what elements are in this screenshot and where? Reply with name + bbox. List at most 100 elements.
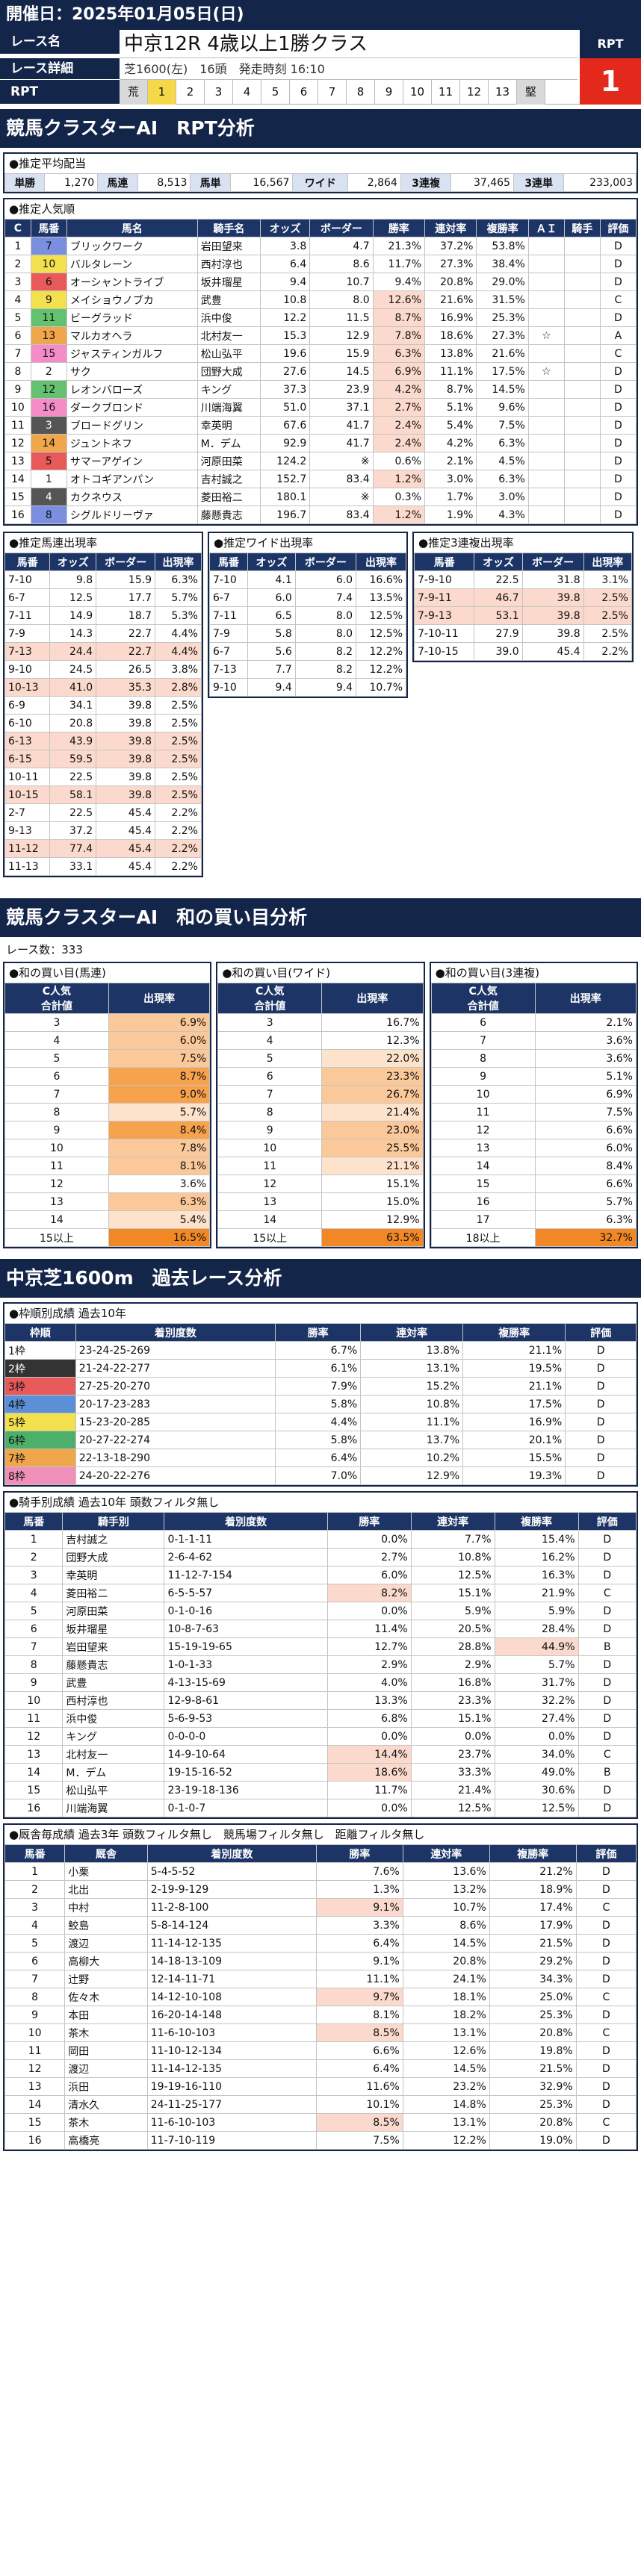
sum-cell: 13: [430, 1139, 536, 1157]
cell: 武豊: [62, 1673, 165, 1692]
cell: 7-11: [209, 606, 248, 625]
cell: 22-13-18-290: [75, 1449, 276, 1467]
cell: 浜中俊: [196, 308, 261, 327]
sum-cell: 14: [4, 1210, 109, 1229]
cell: 6-10: [4, 714, 51, 732]
table-row: 11-12 77.4 45.4 2.2%: [4, 839, 202, 858]
cell: D: [565, 1395, 637, 1413]
table-row: 15 4 カクネウス 菱田裕二 180.1 ※ 0.3% 1.7% 3.0% D: [4, 488, 637, 506]
cell: 8.6: [309, 255, 374, 273]
race-detail: 芝1600(左) 16頭 発走時刻 16:10: [120, 58, 577, 80]
table-row: 6 8.7%: [4, 1067, 211, 1086]
cell: 10.2%: [360, 1449, 464, 1467]
column-header: 連対率: [360, 1323, 464, 1342]
cell: 5.1%: [424, 398, 477, 417]
cell: 2.8%: [155, 678, 202, 697]
cell: オトコギアンパン: [66, 470, 198, 488]
cell: 5.4%: [424, 416, 477, 435]
cell: 25.3%: [489, 2006, 577, 2024]
cell: 14.5: [309, 362, 374, 381]
cell: 1.7%: [424, 488, 477, 506]
cell: 7-10-11: [413, 624, 475, 643]
table-row: 6-9 34.1 39.8 2.5%: [4, 696, 202, 715]
table-row: 8 2 サク 団野大成 27.6 14.5 6.9% 11.1% 17.5% ☆ D: [4, 362, 637, 381]
table-row: 4 6.0%: [4, 1031, 211, 1050]
sum-cell: 3: [4, 1013, 109, 1032]
cell: 13.7%: [360, 1431, 464, 1449]
cell: 9.7%: [315, 1988, 403, 2006]
cell: 8.2%: [326, 1584, 412, 1602]
cell: 武豊: [196, 290, 261, 309]
cell: 14.9: [49, 606, 97, 625]
cell: 9: [4, 380, 31, 399]
cell: 53.1: [474, 606, 523, 625]
column-header: 勝率: [372, 219, 426, 237]
cell: 3枠: [4, 1377, 76, 1396]
cell: 1: [4, 237, 31, 255]
column-header: 評価: [575, 1844, 637, 1863]
cell: 39.0: [474, 642, 523, 661]
cell: 吉村誠之: [62, 1530, 165, 1549]
cell: 中村: [64, 1898, 148, 1917]
column-header: 騎手別: [62, 1512, 165, 1531]
rate-cell: 63.5%: [321, 1228, 424, 1247]
cell: 6.0%: [326, 1566, 412, 1584]
race-info: レース名 レース詳細 RPT 中京12R 4歳以上1勝クラス 芝1600(左) …: [0, 30, 641, 105]
cell: 53.8%: [476, 237, 529, 255]
cell: バルタレーン: [66, 255, 198, 273]
wa-umaren-box: ●和の買い目(馬連) C人気 合計値 出現率 3 6.9% 4 6.0% 5 7.5% 6 8.7…: [3, 962, 212, 1248]
cell: 9-10: [4, 660, 51, 679]
cell: 6-7: [209, 588, 248, 607]
table-row: 10 25.5%: [217, 1139, 424, 1157]
cell: 0.0%: [326, 1530, 412, 1549]
table-row: 11 浜中俊 5-6-9-53 6.8% 15.1% 27.4% D: [4, 1709, 637, 1728]
umaren-title: ●推定馬連出現率: [9, 536, 98, 550]
column-header: ＡＩ: [527, 219, 565, 237]
rate-cell: 3.6%: [534, 1049, 637, 1068]
wa-3ren-title: ●和の買い目(3連複): [435, 966, 539, 980]
cell: 2-6-4-62: [164, 1548, 328, 1567]
table-row: 15 6.6%: [430, 1175, 637, 1193]
cell: 46.7: [474, 588, 523, 607]
column-header: 騎手名: [196, 219, 261, 237]
cell: D: [599, 488, 637, 506]
waku-box: ●枠順別成績 過去10年 枠順 着別度数 勝率 連対率 複勝率 評価 1枠 23-24-25-…: [3, 1302, 638, 1487]
table-row: 15 茶木 11-6-10-103 8.5% 13.1% 20.8% C: [4, 2113, 637, 2132]
cell: C: [577, 1745, 637, 1764]
column-header: ボーダー: [309, 219, 374, 237]
cell: 14: [4, 2095, 66, 2114]
cell: 21.3%: [372, 237, 426, 255]
cell: 8.2: [294, 660, 357, 679]
cell: 12.9%: [360, 1466, 464, 1485]
table-row: 10 7.8%: [4, 1139, 211, 1157]
table-row: 8枠 24-20-22-276 7.0% 12.9% 19.3% D: [4, 1466, 637, 1485]
cell: 11.7%: [326, 1781, 412, 1799]
cell: 10.8: [260, 290, 311, 309]
rpt-scale-cell: 1: [148, 80, 176, 105]
cell: 鮫島: [64, 1916, 148, 1935]
cell: 20.8%: [489, 2113, 577, 2132]
cell: 27.4%: [494, 1709, 579, 1728]
table-row: 14 8.4%: [430, 1157, 637, 1175]
table-row: 16 川端海翼 0-1-0-7 0.0% 12.5% 12.5% D: [4, 1799, 637, 1817]
rate-cell: 22.0%: [321, 1049, 424, 1068]
cell: 21.6%: [424, 290, 477, 309]
cell: 21.5%: [489, 1934, 577, 1953]
cell: 3: [30, 416, 67, 435]
cell: 23.9: [309, 380, 374, 399]
cell: 77.4: [49, 839, 97, 858]
sum-cell: 5: [4, 1049, 109, 1068]
cell: [563, 488, 601, 506]
cell: 7: [30, 237, 67, 255]
table-row: 12 渡辺 11-14-12-135 6.4% 14.5% 21.5% D: [4, 2059, 637, 2078]
cell: 7-9-10: [413, 570, 475, 589]
wa-3ren-box: ●和の買い目(3連複) C人気 合計値 出現率 6 2.1% 7 3.6% 8 3.6% 9 5.…: [429, 962, 638, 1248]
cell: 34.3%: [489, 1970, 577, 1988]
cell: 1枠: [4, 1341, 76, 1360]
rpt-scale-cell: 堅: [517, 80, 545, 105]
cell: C: [599, 290, 637, 309]
cell: 11-12-7-154: [164, 1566, 328, 1584]
cell: 8: [4, 1988, 66, 2006]
cell: 11-6-10-103: [146, 2113, 317, 2132]
payout-value: 1,270: [44, 173, 99, 192]
